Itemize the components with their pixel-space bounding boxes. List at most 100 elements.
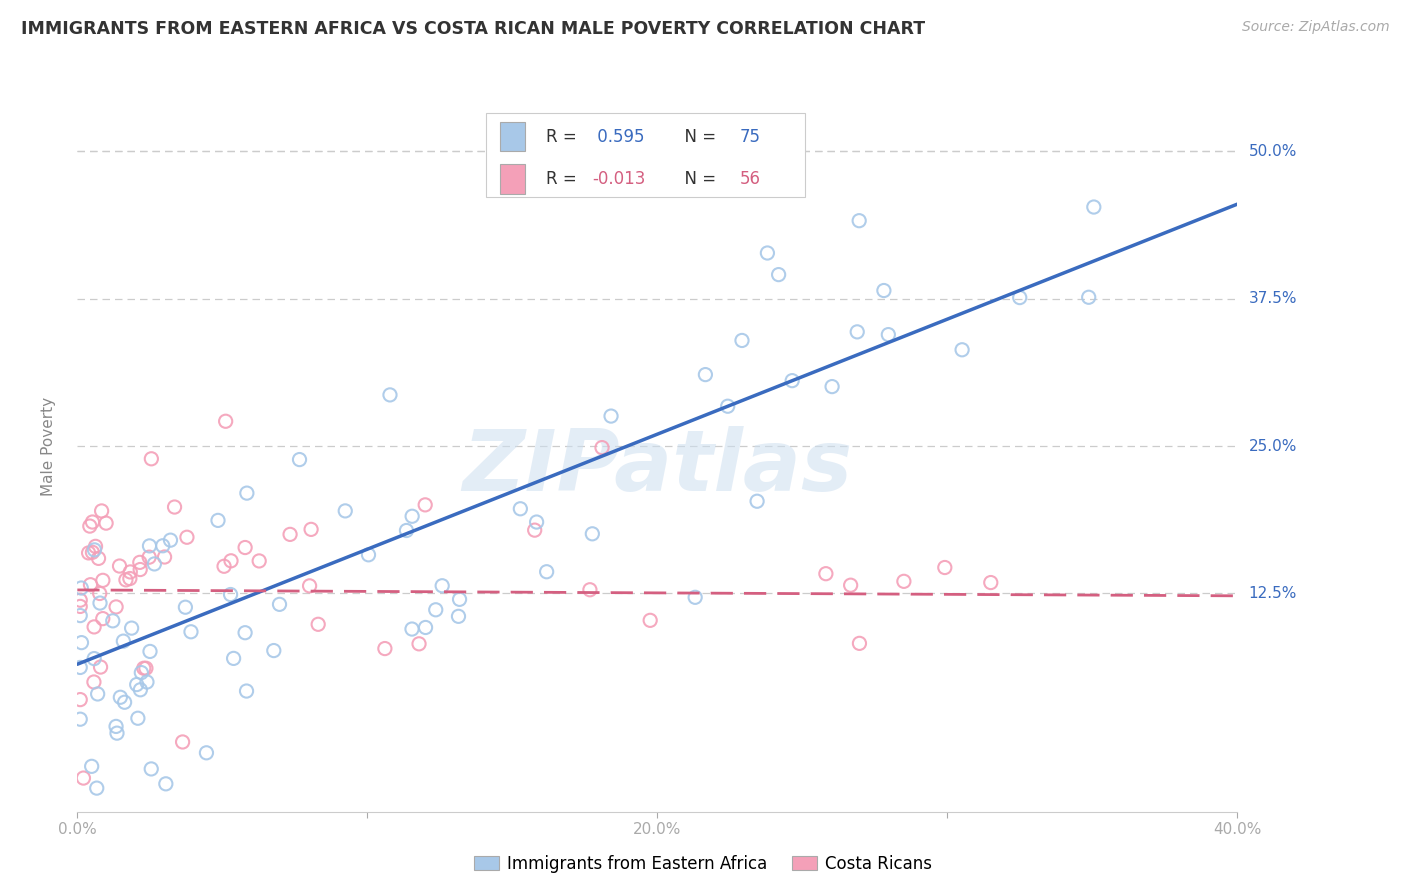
Text: 12.5%: 12.5% (1249, 586, 1296, 601)
Point (136, 675, 159, 690)
Point (105, 719, 128, 733)
Point (69, 712, 91, 726)
Point (247, 554, 270, 568)
Point (219, 588, 242, 602)
Point (413, 498, 436, 512)
Text: R =: R = (546, 128, 582, 145)
Point (128, 555, 150, 569)
Point (86, 687, 108, 701)
Point (536, 565, 558, 579)
Point (873, 284, 896, 298)
Point (233, 625, 256, 640)
Point (135, 661, 157, 675)
Point (138, 539, 160, 553)
Point (839, 578, 862, 592)
Point (105, 726, 128, 740)
Point (91, 574, 114, 588)
Point (600, 409, 623, 423)
Point (447, 609, 470, 624)
Point (1077, 290, 1099, 304)
Point (299, 522, 322, 536)
Point (236, 486, 259, 500)
Point (94, 516, 117, 530)
Point (87, 551, 110, 566)
Point (129, 563, 152, 577)
Point (72, 771, 94, 785)
Point (83, 542, 105, 557)
Point (131, 665, 153, 680)
Point (401, 622, 423, 636)
Point (82, 515, 104, 529)
Point (756, 246, 779, 260)
Legend: Immigrants from Eastern Africa, Costa Ricans: Immigrants from Eastern Africa, Costa Ri… (467, 848, 939, 880)
Point (125, 677, 148, 691)
Point (214, 414, 236, 428)
Point (581, 526, 603, 541)
Point (69, 599, 91, 614)
Point (84, 540, 107, 554)
Point (83, 675, 105, 690)
Point (89, 586, 111, 600)
Point (152, 539, 174, 553)
Point (108, 559, 131, 574)
Point (591, 441, 613, 455)
Point (120, 565, 142, 579)
Bar (499, 122, 524, 152)
Point (877, 327, 900, 342)
Text: ZIPatlas: ZIPatlas (463, 426, 852, 509)
Point (278, 527, 301, 541)
Text: 37.5%: 37.5% (1249, 291, 1296, 306)
Point (233, 541, 256, 555)
Point (449, 592, 471, 607)
Point (138, 550, 160, 565)
Text: IMMIGRANTS FROM EASTERN AFRICA VS COSTA RICAN MALE POVERTY CORRELATION CHART: IMMIGRANTS FROM EASTERN AFRICA VS COSTA … (21, 20, 925, 37)
Point (176, 530, 198, 544)
Point (425, 603, 447, 617)
Point (159, 533, 181, 548)
Text: 50.0%: 50.0% (1249, 144, 1296, 159)
Point (523, 523, 546, 537)
Point (69, 692, 91, 706)
Point (269, 598, 291, 612)
Point (395, 524, 418, 538)
Point (114, 695, 136, 709)
Point (401, 509, 423, 524)
Point (288, 452, 311, 467)
Point (90, 504, 112, 518)
Point (222, 651, 245, 665)
Point (79, 578, 101, 592)
Point (374, 641, 396, 656)
Point (430, 579, 453, 593)
Point (80, 759, 103, 773)
Point (768, 268, 790, 282)
Text: N =: N = (673, 170, 721, 188)
Point (846, 325, 869, 339)
Point (101, 614, 124, 628)
Point (89, 596, 111, 610)
Point (378, 388, 401, 402)
Point (172, 735, 194, 749)
Point (82, 545, 104, 559)
Text: R =: R = (546, 170, 582, 188)
Point (79, 519, 101, 533)
Point (950, 343, 973, 357)
Point (69, 660, 91, 674)
Point (415, 620, 437, 634)
Point (934, 560, 956, 574)
Point (212, 559, 235, 574)
Point (155, 777, 177, 791)
Point (219, 554, 242, 568)
Point (141, 451, 163, 466)
Point (77, 546, 100, 560)
Point (86, 781, 108, 796)
Point (848, 213, 870, 227)
Point (814, 566, 837, 581)
Point (731, 334, 754, 348)
Point (526, 515, 548, 529)
Text: 75: 75 (740, 128, 761, 145)
Y-axis label: Male Poverty: Male Poverty (42, 396, 56, 496)
Point (408, 637, 430, 651)
Point (780, 374, 803, 388)
Text: 0.595: 0.595 (592, 128, 645, 145)
Point (207, 513, 229, 527)
